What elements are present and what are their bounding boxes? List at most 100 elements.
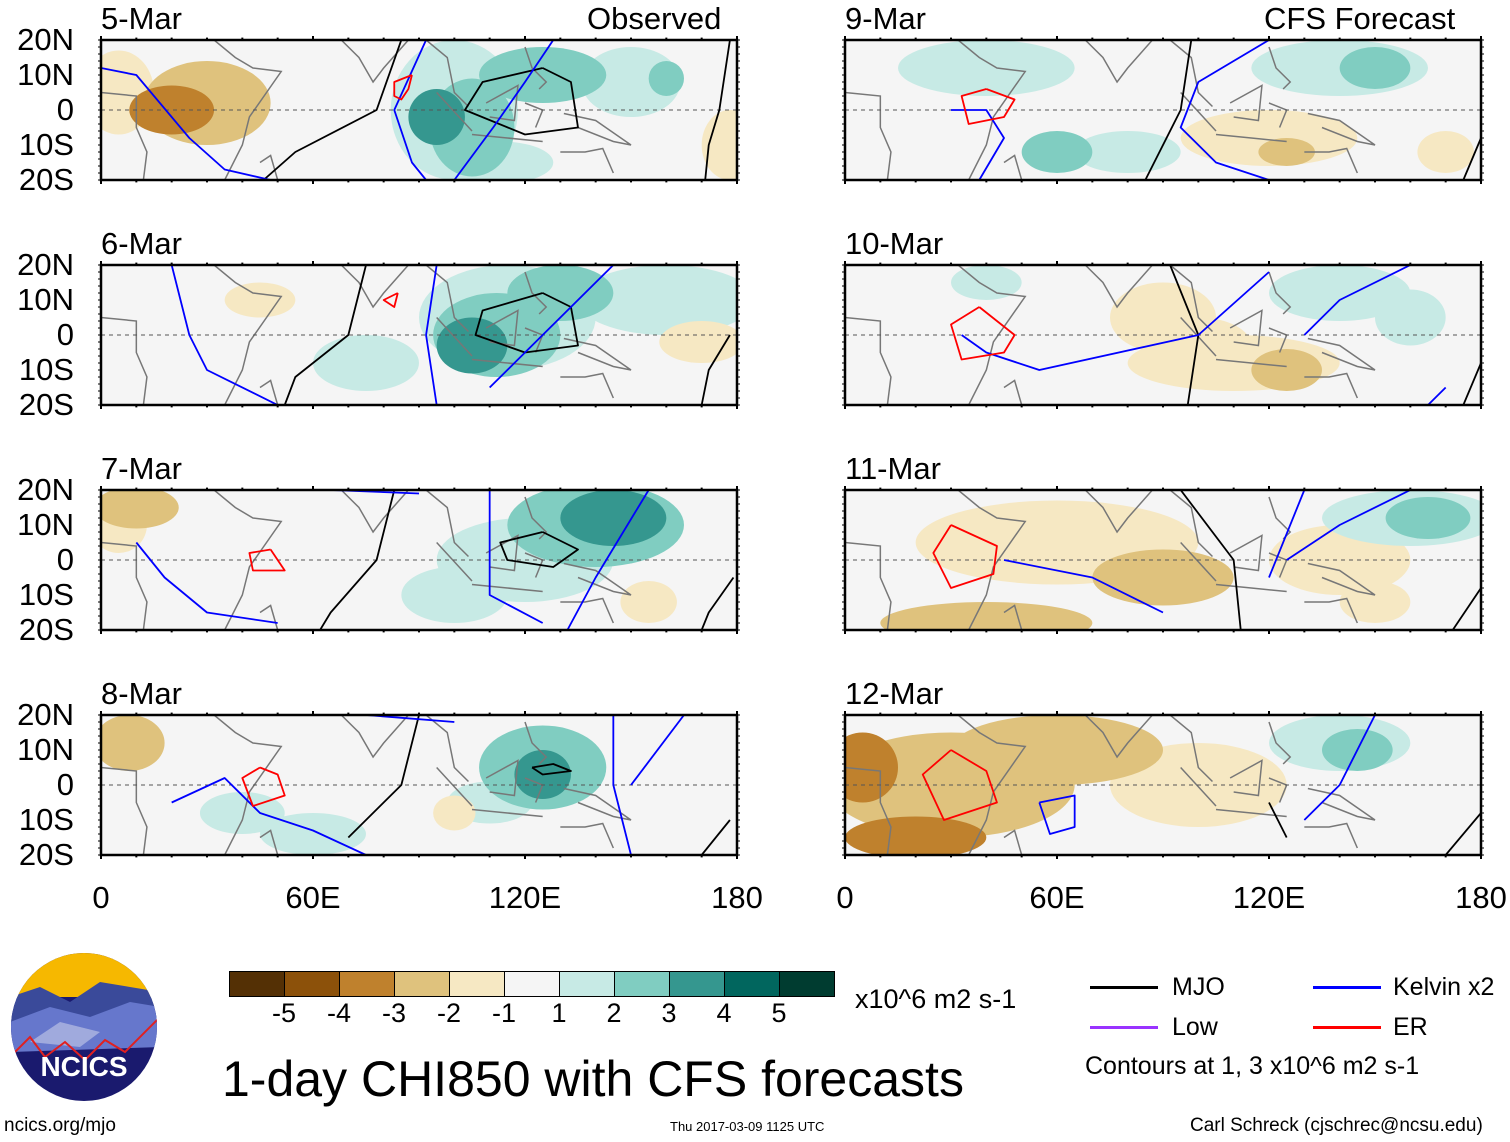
mjo-contour <box>1462 137 1481 180</box>
anomaly-region <box>101 715 165 771</box>
kelvin-contour <box>1003 559 1164 614</box>
er-contour <box>393 74 413 101</box>
coastline <box>1169 490 1213 558</box>
anomaly-region <box>1258 138 1315 166</box>
kelvin-contour <box>488 490 544 624</box>
panel-date: 9-Mar <box>845 1 926 36</box>
coastline <box>425 715 469 783</box>
lon-label: 0 <box>92 880 110 915</box>
coastline <box>425 265 469 333</box>
colorbar-swatch <box>230 972 284 996</box>
lat-label: 0 <box>56 92 74 127</box>
coastline <box>259 154 279 180</box>
kelvin-contour <box>1303 715 1376 821</box>
colorbar-swatch <box>669 972 724 996</box>
panel-date: 5-Mar <box>101 1 182 36</box>
anomaly-region <box>845 732 898 803</box>
coastline <box>1084 490 1153 534</box>
er-contour <box>241 766 286 807</box>
coastline <box>1304 372 1359 399</box>
lat-label: 0 <box>56 317 74 352</box>
footer-author: Carl Schreck (cjschrec@ncsu.edu) <box>1190 1115 1483 1136</box>
anomaly-region <box>1417 131 1474 173</box>
coastline <box>1307 337 1376 371</box>
mjo-contour <box>262 40 403 180</box>
anomaly-region <box>507 265 614 321</box>
anomaly-region <box>1021 131 1093 173</box>
coastline <box>1215 133 1287 143</box>
coastline <box>436 766 473 807</box>
coastline <box>1084 40 1153 84</box>
coastline <box>957 490 1027 630</box>
coastline <box>340 715 409 759</box>
kelvin-legend-line <box>1313 986 1381 989</box>
coastline <box>1180 91 1217 132</box>
footer-timestamp: Thu 2017-03-09 1125 UTC <box>670 1119 825 1134</box>
panel-date: 12-Mar <box>845 676 944 711</box>
low-legend-label: Low <box>1172 1013 1218 1041</box>
mjo-contour <box>1144 40 1193 180</box>
lat-label: 10S <box>18 577 74 612</box>
contour-note: Contours at 1, 3 x10^6 m2 s-1 <box>1085 1052 1420 1080</box>
lat-label: 10S <box>18 802 74 837</box>
mjo-contour <box>700 576 735 630</box>
anomaly-region <box>701 110 737 180</box>
anomaly-region <box>1269 265 1411 321</box>
footer-url[interactable]: ncics.org/mjo <box>4 1115 116 1136</box>
kelvin-contour <box>961 271 1270 371</box>
coastline <box>1169 40 1213 108</box>
er-legend-line <box>1313 1026 1381 1029</box>
lon-label: 120E <box>1232 880 1306 915</box>
er-contour <box>382 292 399 308</box>
colorbar-tick-label: 2 <box>606 998 622 1028</box>
er-contour <box>921 749 998 821</box>
colorbar-swatch <box>724 972 779 996</box>
colorbar-tick-label: -1 <box>491 998 517 1028</box>
coastline <box>485 84 519 122</box>
coastline <box>471 133 543 143</box>
colorbar <box>229 971 835 997</box>
kelvin-contour <box>171 777 367 855</box>
er-legend-label: ER <box>1393 1013 1428 1041</box>
lat-label: 10N <box>17 57 74 92</box>
coastline <box>1268 46 1292 90</box>
anomaly-region <box>578 265 737 335</box>
lon-label: 120E <box>488 880 562 915</box>
coastline <box>436 91 473 132</box>
coastline <box>471 583 543 593</box>
coastline <box>213 490 283 630</box>
anomaly-region <box>620 581 677 623</box>
kelvin-contour <box>170 265 279 405</box>
map-panel <box>98 711 740 859</box>
lat-label: 10N <box>17 507 74 542</box>
panel-date: 6-Mar <box>101 226 182 261</box>
lat-label: 20N <box>17 697 74 732</box>
kelvin-contour <box>566 490 650 630</box>
anomaly-region <box>129 85 215 135</box>
anomaly-region <box>408 89 465 145</box>
lat-label: 20S <box>18 837 74 872</box>
coastline <box>1307 562 1376 596</box>
er-contour <box>248 548 286 572</box>
colorbar-swatch <box>559 972 614 996</box>
colorbar-tick-label: 5 <box>771 998 787 1028</box>
coastline <box>563 787 632 821</box>
lat-label: 20N <box>17 247 74 282</box>
mjo-contour <box>1444 812 1481 855</box>
map-panel <box>98 261 740 409</box>
coastline <box>259 379 279 405</box>
panel-date: 7-Mar <box>101 451 182 486</box>
map-panel <box>98 36 740 184</box>
coastline <box>1215 358 1287 368</box>
mjo-contour <box>283 265 367 405</box>
mjo-contour <box>700 819 731 855</box>
colorbar-swatch <box>779 972 834 996</box>
kelvin-contour <box>453 40 555 180</box>
lon-label: 180 <box>1455 880 1507 915</box>
kelvin-contour <box>612 715 632 855</box>
anomaly-region <box>433 795 476 831</box>
colorbar-tick-label: -3 <box>381 998 407 1028</box>
panel-date: 10-Mar <box>845 226 944 261</box>
lat-label: 10N <box>17 282 74 317</box>
colorbar-swatch <box>504 972 559 996</box>
